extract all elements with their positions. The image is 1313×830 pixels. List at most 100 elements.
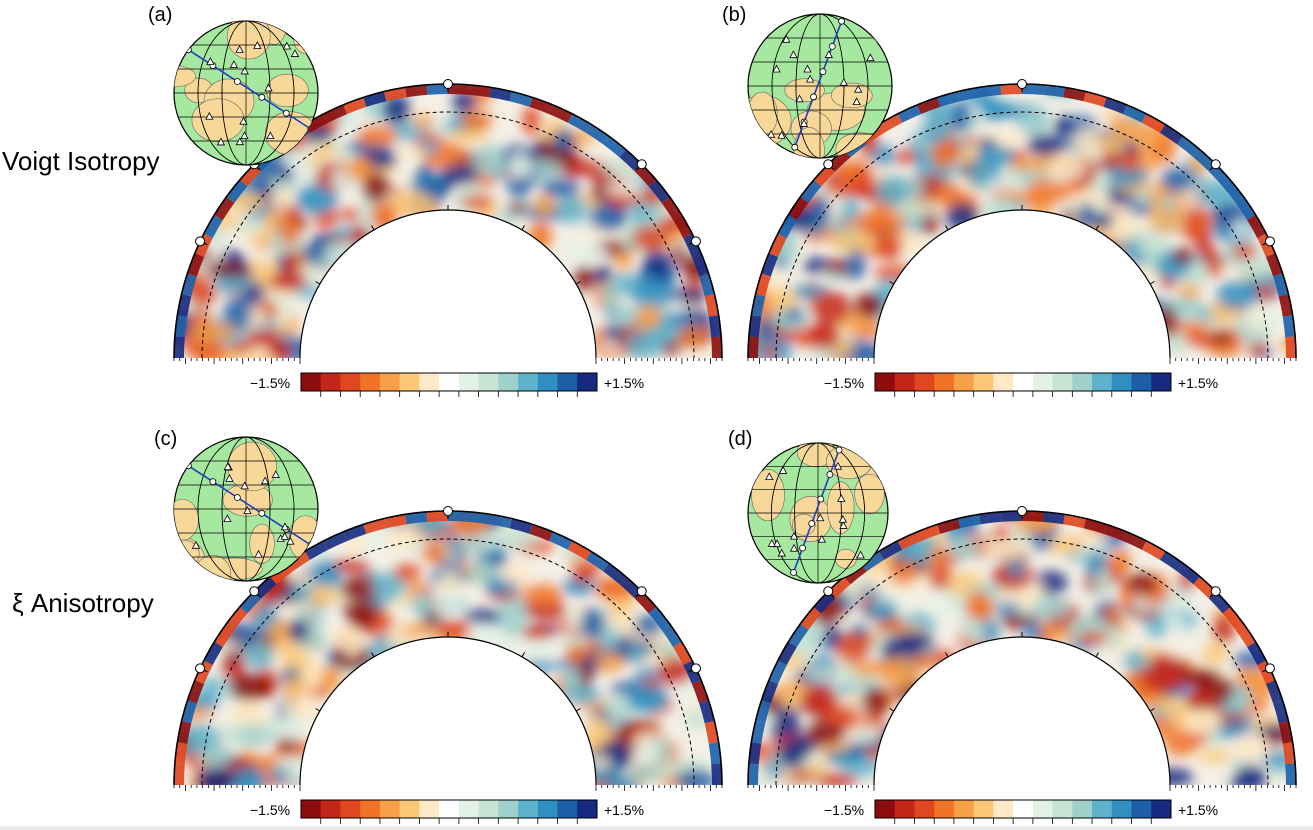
colorbar-d-max-label: +1.5% [1178, 802, 1219, 818]
cmb-tick [945, 652, 949, 658]
path-point-circle-icon [443, 79, 453, 89]
colorbar-swatch [914, 373, 935, 391]
station-triangle-icon [854, 84, 863, 93]
station-triangle-icon [839, 77, 848, 86]
colorbar-swatch [498, 373, 519, 391]
station-triangle-icon [271, 470, 280, 478]
colorbar-swatch [439, 373, 460, 391]
colorbar-swatch [301, 373, 322, 391]
colorbar-swatch [1151, 373, 1172, 391]
path-point-circle-icon [838, 17, 845, 25]
path-point-circle-icon [1264, 663, 1275, 674]
row-label-xi-anisotropy: ξ Anisotropy [12, 588, 154, 618]
great-circle-path [187, 465, 312, 546]
colorbar-swatch [360, 800, 381, 818]
station-triangle-icon [824, 50, 833, 58]
colorbar-b-min-label: −1.5% [824, 375, 865, 391]
station-triangle-icon [789, 50, 798, 59]
depth-scale-ticks [173, 358, 723, 364]
colorbar-swatch [379, 800, 401, 818]
depth-scale-ticks [747, 358, 1297, 364]
station-triangle-icon [777, 130, 786, 139]
transition-zone-dashed-arc [775, 111, 1269, 359]
station-triangle-icon [766, 129, 776, 138]
cmb-tick [1149, 708, 1155, 712]
colorbar-swatch [340, 373, 361, 391]
cmb-tick [945, 225, 949, 231]
station-triangle-icon [266, 131, 275, 140]
path-point-circle-icon [690, 663, 701, 674]
station-triangle-icon [777, 548, 786, 557]
station-triangle-icon [789, 531, 799, 540]
colorbar-swatch [419, 800, 440, 818]
path-point-circle-icon [791, 143, 799, 151]
station-triangle-icon [243, 506, 252, 514]
station-triangle-icon [280, 522, 290, 531]
colorbar-swatch [478, 800, 499, 818]
colorbar [300, 372, 598, 397]
colorbar-swatch [340, 800, 361, 818]
station-triangle-icon [260, 476, 270, 485]
colorbar [874, 372, 1172, 397]
colorbar-swatch [1092, 800, 1113, 818]
station-triangle-icon [803, 64, 812, 73]
colorbar-swatch [537, 373, 559, 391]
globe-icon [173, 20, 319, 166]
panel-label-d: (d) [728, 428, 753, 450]
colorbar-swatch [518, 800, 539, 818]
colorbar-swatch [458, 800, 480, 818]
velocity-anomaly-field [174, 511, 717, 785]
cmb-tick [521, 225, 525, 231]
station-triangle-icon [216, 137, 226, 146]
colorbar-swatch [320, 800, 341, 818]
path-point-circle-icon [195, 236, 206, 247]
path-point-circle-icon [819, 68, 827, 75]
path-point-circle-icon [835, 446, 843, 454]
station-triangle-icon [240, 66, 249, 75]
colorbar-swatch [1072, 373, 1093, 391]
colorbar-swatch [557, 800, 578, 818]
colorbar-swatch [1072, 800, 1093, 818]
cmb-tick [315, 708, 321, 712]
panel-label-a: (a) [148, 4, 173, 26]
station-triangle-icon [280, 532, 289, 540]
surface-anomaly-band [174, 511, 722, 785]
colorbar-swatch [320, 373, 341, 391]
colorbar-swatch [1131, 373, 1152, 391]
colorbar-c-min-label: −1.5% [250, 802, 291, 818]
path-point-circle-icon [233, 78, 241, 85]
colorbar-swatch [1131, 800, 1152, 818]
colorbar-d-min-label: −1.5% [824, 802, 865, 818]
colorbar-swatch [934, 800, 955, 818]
cmb-tick [371, 225, 375, 231]
path-point-circle-icon [828, 43, 836, 50]
station-triangle-icon [286, 536, 295, 545]
colorbar-swatch [1052, 373, 1073, 391]
cmb-tick [1095, 225, 1099, 231]
depth-scale-ticks [747, 785, 1297, 791]
cmb-tick [1149, 281, 1155, 285]
station-triangle-icon [239, 116, 248, 125]
station-triangle-icon [795, 94, 804, 103]
station-triangle-icon [838, 514, 848, 523]
path-point-circle-icon [826, 471, 834, 478]
colorbar-swatch [875, 373, 896, 391]
colorbar-swatch [894, 373, 915, 391]
station-triangle-icon [240, 131, 249, 140]
path-point-circle-icon [443, 506, 453, 516]
colorbar-swatch [537, 800, 559, 818]
colorbar-swatch [993, 800, 1014, 818]
path-point-circle-icon [233, 494, 241, 501]
station-triangle-icon [223, 514, 232, 523]
path-point-circle-icon [808, 520, 816, 527]
colorbar-swatch [1013, 373, 1034, 391]
colorbar [874, 799, 1172, 824]
panel-d [747, 442, 1297, 824]
colorbar-swatch [478, 373, 499, 391]
path-point-circle-icon [1210, 586, 1221, 597]
path-point-circle-icon [282, 109, 290, 117]
colorbar-swatch [419, 373, 440, 391]
colorbar-a-max-label: +1.5% [604, 375, 645, 391]
depth-scale-ticks [173, 785, 723, 791]
colorbar-swatch [1032, 373, 1054, 391]
